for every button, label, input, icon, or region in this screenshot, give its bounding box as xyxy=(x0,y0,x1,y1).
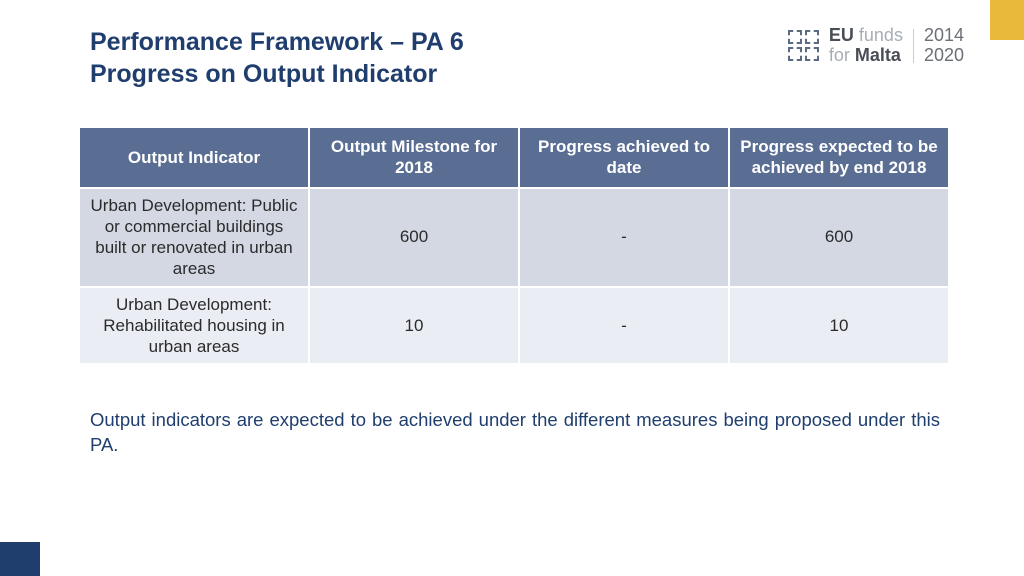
logo-separator xyxy=(913,29,914,63)
logo-text: EU funds for Malta xyxy=(829,26,903,66)
title-line-1: Performance Framework – PA 6 xyxy=(90,26,464,58)
corner-accent-bottom-left xyxy=(0,542,40,576)
header: Performance Framework – PA 6 Progress on… xyxy=(90,26,964,90)
table-row: Urban Development: Rehabilitated housing… xyxy=(79,287,949,365)
eu-funds-logo: EU funds for Malta 2014 2020 xyxy=(788,26,964,66)
cell-milestone: 600 xyxy=(309,188,519,287)
data-table: Output Indicator Output Milestone for 20… xyxy=(78,126,950,365)
corner-accent-top-right xyxy=(990,0,1024,40)
logo-sub-for: for xyxy=(829,45,850,65)
logo-brand-bold: EU xyxy=(829,25,854,45)
col-header: Output Indicator xyxy=(79,127,309,188)
cell-expected: 10 xyxy=(729,287,949,365)
footnote-text: Output indicators are expected to be ach… xyxy=(90,408,940,458)
col-header: Output Milestone for 2018 xyxy=(309,127,519,188)
page-title: Performance Framework – PA 6 Progress on… xyxy=(90,26,464,90)
cell-indicator: Urban Development: Public or commercial … xyxy=(79,188,309,287)
table-row: Urban Development: Public or commercial … xyxy=(79,188,949,287)
cell-indicator: Urban Development: Rehabilitated housing… xyxy=(79,287,309,365)
logo-year-1: 2014 xyxy=(924,26,964,46)
cell-milestone: 10 xyxy=(309,287,519,365)
table-header-row: Output Indicator Output Milestone for 20… xyxy=(79,127,949,188)
col-header: Progress achieved to date xyxy=(519,127,729,188)
cell-progress: - xyxy=(519,188,729,287)
logo-sub-malta: Malta xyxy=(855,45,901,65)
grid-icon xyxy=(788,30,819,61)
cell-progress: - xyxy=(519,287,729,365)
logo-brand-muted: funds xyxy=(859,25,903,45)
col-header: Progress expected to be achieved by end … xyxy=(729,127,949,188)
logo-year-2: 2020 xyxy=(924,46,964,66)
logo-years: 2014 2020 xyxy=(924,26,964,66)
cell-expected: 600 xyxy=(729,188,949,287)
indicator-table: Output Indicator Output Milestone for 20… xyxy=(78,126,948,365)
title-line-2: Progress on Output Indicator xyxy=(90,58,464,90)
